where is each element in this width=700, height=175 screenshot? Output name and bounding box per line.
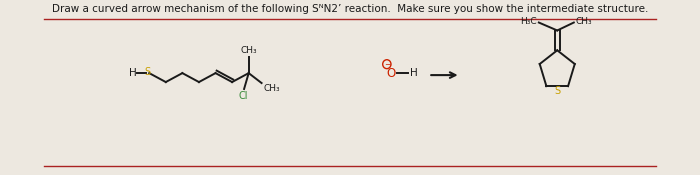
Text: CH₃: CH₃ [575,17,592,26]
Text: S: S [554,86,560,96]
Text: H: H [129,68,137,78]
Text: Cl: Cl [239,91,248,101]
Text: S: S [144,67,150,77]
Text: CH₃: CH₃ [263,84,280,93]
Text: O: O [387,67,396,80]
Text: Draw a curved arrow mechanism of the following SᴺN2’ reaction.  Make sure you sh: Draw a curved arrow mechanism of the fol… [52,4,648,14]
Text: H₃C: H₃C [520,17,537,26]
Text: H: H [410,68,418,78]
Text: −: − [384,60,390,69]
Text: CH₃: CH₃ [240,46,257,55]
